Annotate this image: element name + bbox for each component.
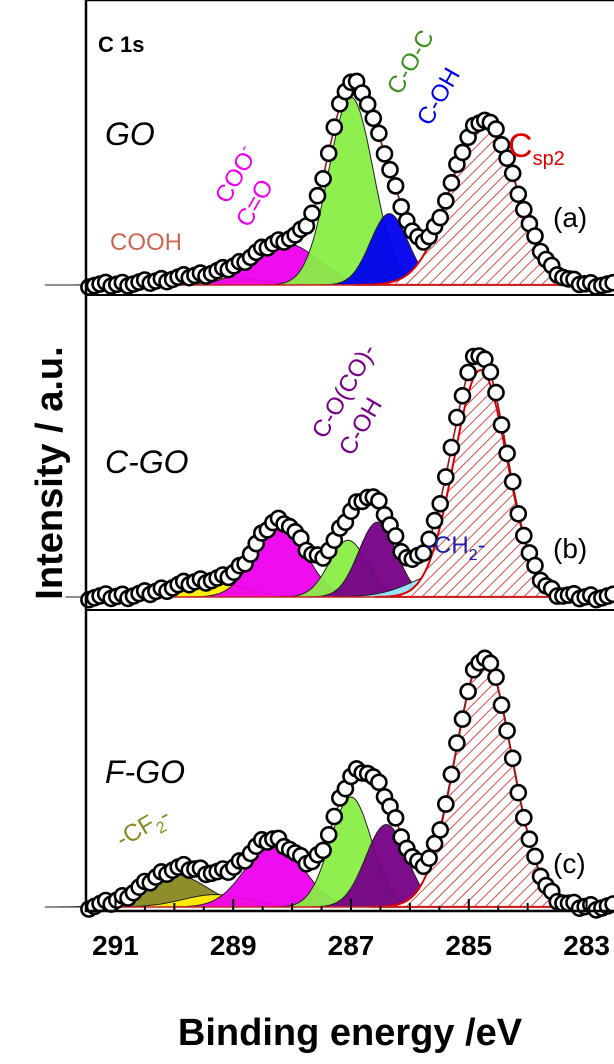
data-point-a [325,118,344,136]
data-point-c [459,682,477,701]
data-point-c [526,847,544,866]
label-ch2: -CH2- [426,532,486,564]
data-point-a [604,273,614,292]
data-point-c [319,825,338,844]
sample-label-go: GO [105,116,155,152]
data-point-c [448,734,466,752]
label-cf2: -CF2- [112,801,177,857]
data-point-b [431,494,450,513]
label-cooh: COOH [110,229,182,256]
data-point-c [431,821,450,839]
data-point-c [509,783,528,802]
data-point-b [420,530,438,549]
data-point-c [514,808,533,827]
data-point-c [503,749,522,768]
data-point-b [498,444,516,463]
data-point-c [604,895,614,913]
data-point-a [370,124,388,143]
data-point-b [481,363,500,381]
data-point-c [420,849,438,868]
label-csp2: Csp2 [508,127,565,170]
data-point-b [386,527,405,545]
data-point-b [487,383,505,402]
data-point-b [448,408,466,427]
data-point-b [436,468,455,486]
panel-tag-c: (c) [553,848,586,879]
data-point-b [453,386,472,405]
data-point-a [514,200,533,219]
x-tick-label: 287 [328,930,375,961]
x-tick-label: 291 [92,930,139,961]
sample-label-f-go: F-GO [105,754,185,790]
data-point-a [526,227,544,245]
data-point-c [492,696,511,714]
data-point-c [436,795,455,813]
data-point-a [503,164,522,183]
data-point-a [442,174,461,192]
data-point-b [526,556,544,575]
data-point-c [370,773,388,792]
data-point-a [364,109,383,128]
data-point-a [487,120,505,138]
data-point-b [514,526,533,545]
x-tick-label: 283 [563,930,610,961]
data-point-b [509,504,528,523]
panel-tag-a: (a) [553,202,587,233]
data-point-a [453,143,472,162]
core-level-label: C 1s [98,32,144,57]
data-point-a [436,192,455,210]
data-point-a [303,204,321,223]
data-point-a [314,170,332,188]
y-axis-title: Intensity / a.u. [29,346,71,599]
panel-tag-b: (b) [553,533,587,564]
component-fills [44,96,614,908]
data-point-a [375,145,394,163]
data-point-a [319,144,338,163]
data-point-a [308,186,327,205]
data-point-b [492,416,511,434]
data-point-c [386,809,405,827]
data-point-c [520,830,539,849]
data-point-c [314,841,332,860]
data-point-b [604,585,614,604]
data-point-c [325,807,344,826]
data-point-a [509,185,528,204]
data-point-a [431,208,450,227]
data-point-c [453,710,472,728]
x-axis-ticks: 291 289 287 285 283 [92,899,610,961]
data-point-b [442,438,461,457]
x-tick-label: 289 [210,930,257,961]
sample-label-c-go: C-GO [105,444,189,480]
experimental-points [80,72,614,919]
data-point-a [381,160,399,179]
data-point-a [498,149,516,167]
data-point-c [442,765,461,784]
data-point-a [386,177,405,195]
data-point-b [503,472,522,491]
data-point-b [459,363,477,382]
data-point-b [425,511,444,530]
label-coo-group: COO- C=O [210,142,279,232]
x-tick-label: 285 [445,930,492,961]
data-point-c [487,668,505,687]
data-point-c [498,721,516,740]
x-axis-title: Binding energy /eV [178,1012,523,1054]
